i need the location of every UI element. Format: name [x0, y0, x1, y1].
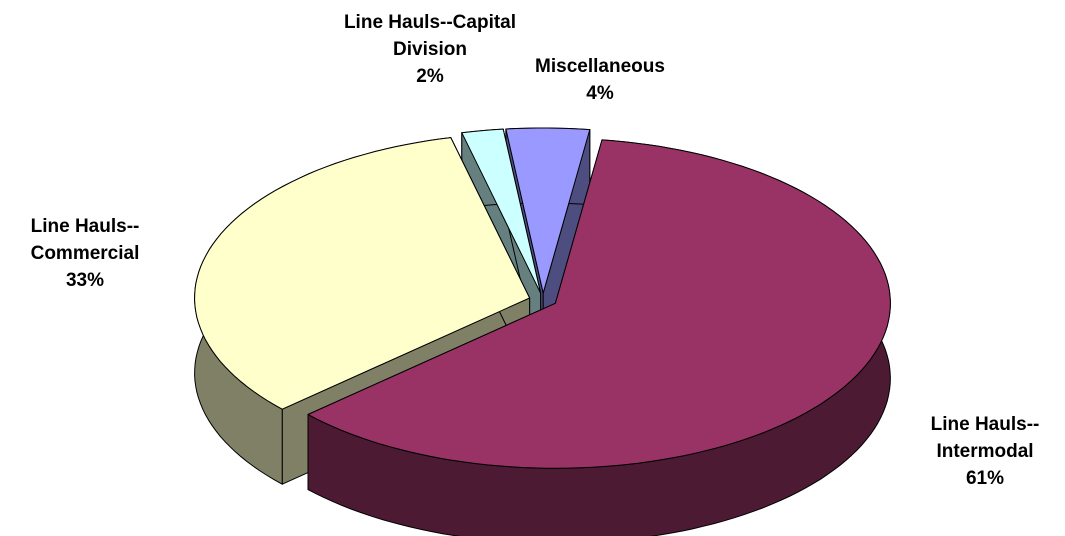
- category-label: Miscellaneous: [535, 56, 665, 77]
- value-label: 61%: [966, 468, 1004, 489]
- value-label: 4%: [586, 83, 614, 104]
- slice-top: [307, 139, 891, 469]
- value-label: 33%: [66, 270, 104, 291]
- pie: [194, 127, 891, 536]
- category-label: Line Hauls--Intermodal: [931, 414, 1040, 462]
- slice-top: [505, 127, 591, 294]
- value-label: 2%: [416, 66, 444, 87]
- slice: [307, 139, 891, 536]
- category-label: Line Hauls--Capital Division: [344, 12, 516, 60]
- category-label: Line Hauls--Commercial: [31, 216, 140, 264]
- slice-top: [194, 137, 531, 410]
- slice-top: [461, 128, 542, 294]
